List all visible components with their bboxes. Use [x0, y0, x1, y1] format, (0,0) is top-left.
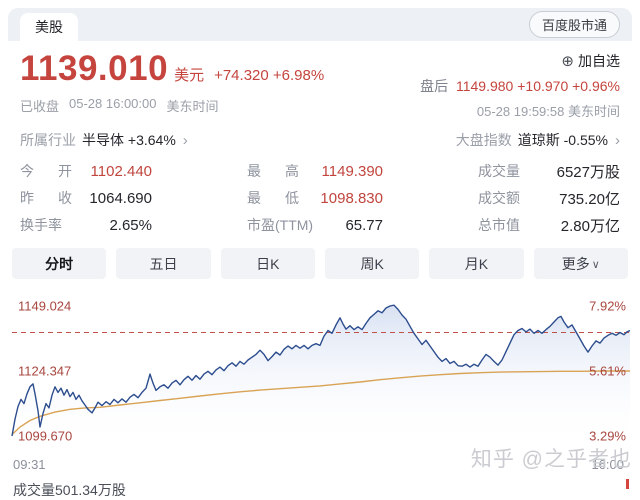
quote-right: ⊕ 加自选 盘后 1149.980 +10.970 +0.96% 05-28 1…	[420, 49, 620, 120]
stat-item: 总市值 2.80万亿	[478, 216, 620, 235]
stat-label: 换手率	[20, 217, 62, 233]
stat-label: 最低	[247, 190, 299, 206]
y-axis-price-label: 1099.670	[18, 428, 73, 444]
stat-item: 最高 1149.390	[247, 162, 383, 180]
sector-index-row: 所属行业 半导体 +3.64% › 大盘指数 道琼斯 -0.55% ›	[0, 120, 640, 150]
stat-value: 1149.390	[321, 162, 383, 180]
stat-item: 今开 1102.440	[20, 162, 152, 180]
currency-label: 美元	[174, 67, 205, 84]
period-tab-更多[interactable]: 更多 ∨	[533, 248, 628, 279]
stat-label: 成交额	[478, 190, 520, 206]
period-tab-label: 月K	[464, 255, 489, 272]
period-tab-周K[interactable]: 周K	[324, 248, 420, 279]
y-axis-percent-label: 7.92%	[589, 298, 626, 314]
stat-column: 最高 1149.390 最低 1098.830 市盈(TTM) 65.77	[247, 162, 383, 234]
quote-left: 1139.010 美元 +74.320 +6.98% 已收盘 05-28 16:…	[20, 49, 324, 120]
period-tab-月K[interactable]: 月K	[429, 248, 524, 279]
stat-label: 总市值	[478, 217, 520, 233]
timezone-label: 美东时间	[166, 99, 219, 114]
industry-label: 所属行业	[20, 132, 76, 148]
industry-link[interactable]: 所属行业 半导体 +3.64% ›	[20, 130, 188, 150]
after-hours-row: 盘后 1149.980 +10.970 +0.96%	[420, 76, 620, 96]
stat-item: 昨收 1064.690	[20, 189, 152, 207]
y-axis-price-label: 1149.024	[18, 298, 72, 314]
stat-value: 6527万股	[556, 163, 620, 181]
industry-value: 半导体 +3.64%	[82, 132, 176, 148]
index-value: 道琼斯 -0.55%	[517, 132, 608, 148]
market-status-row: 已收盘 05-28 16:00:00 美东时间	[20, 96, 324, 115]
tab-us-market[interactable]: 美股	[20, 13, 78, 41]
stat-value: 1102.440	[90, 162, 152, 180]
time-axis-row: 09:31 16:00	[0, 451, 640, 472]
y-axis-percent-label: 5.61%	[589, 363, 626, 379]
period-tab-label: 日K	[256, 255, 280, 272]
stat-column: 成交量 6527万股成交额 735.20亿总市值 2.80万亿	[478, 162, 620, 235]
add-watchlist-label: 加自选	[578, 53, 620, 69]
period-tab-日K[interactable]: 日K	[220, 248, 315, 279]
stat-value: 2.65%	[109, 216, 152, 234]
period-tab-五日[interactable]: 五日	[116, 248, 211, 279]
stat-label: 最高	[247, 163, 299, 179]
chevron-down-icon: ∨	[591, 259, 600, 271]
stat-item: 换手率 2.65%	[20, 216, 152, 234]
stat-item: 最低 1098.830	[247, 189, 383, 207]
volume-row: 成交量501.34万股	[0, 472, 640, 500]
index-label: 大盘指数	[455, 132, 512, 148]
after-hours-label: 盘后	[420, 78, 449, 94]
stat-value: 1098.830	[320, 189, 383, 207]
stat-column: 今开 1102.440 昨收 1064.690 换手率 2.65%	[20, 162, 152, 234]
chevron-right-icon: ›	[615, 131, 620, 149]
stat-label: 成交量	[478, 163, 520, 179]
market-index-link[interactable]: 大盘指数 道琼斯 -0.55% ›	[456, 130, 620, 150]
y-axis-price-label: 1124.347	[18, 363, 72, 379]
minute-chart-svg	[11, 304, 632, 447]
period-tab-label: 更多	[561, 255, 590, 272]
price-change: +74.320 +6.98%	[214, 67, 325, 84]
period-tab-分时[interactable]: 分时	[12, 248, 107, 279]
market-tab-label: 美股	[35, 19, 63, 35]
top-bar: 美股 百度股市通	[8, 8, 632, 41]
chevron-right-icon: ›	[182, 131, 188, 149]
stat-label: 昨收	[20, 190, 72, 206]
volume-text: 成交量501.34万股	[13, 482, 126, 498]
stat-value: 735.20亿	[559, 190, 620, 208]
stat-item: 成交额 735.20亿	[478, 189, 620, 208]
plus-circle-icon: ⊕	[561, 52, 574, 70]
time-end-label: 16:00	[591, 457, 624, 472]
stat-label: 市盈(TTM)	[247, 217, 314, 233]
period-tabs: 分时 五日 日K 周K 月K 更多 ∨	[0, 234, 640, 279]
stats-grid: 今开 1102.440 昨收 1064.690 换手率 2.65% 最高 1149.390 最低…	[0, 150, 640, 235]
stat-value: 65.77	[345, 216, 383, 234]
stat-item: 市盈(TTM) 65.77	[247, 216, 383, 234]
quote-section: 1139.010 美元 +74.320 +6.98% 已收盘 05-28 16:…	[0, 41, 640, 120]
period-tab-label: 分时	[45, 255, 74, 272]
stock-quote-page: 美股 百度股市通 1139.010 美元 +74.320 +6.98% 已收盘 …	[0, 8, 640, 498]
after-hours-time: 05-28 19:59:58	[476, 104, 565, 119]
period-tab-label: 五日	[149, 255, 178, 272]
app-badge-label: 百度股市通	[541, 18, 607, 33]
stat-label: 今开	[20, 163, 72, 179]
stat-value: 1064.690	[89, 189, 152, 207]
app-badge-baidu-gushitong[interactable]: 百度股市通	[528, 11, 620, 38]
period-tab-label: 周K	[360, 255, 384, 272]
y-axis-percent-label: 3.29%	[589, 428, 626, 444]
stat-value: 2.80万亿	[560, 217, 620, 235]
after-hours-time-row: 05-28 19:59:58 美东时间	[477, 101, 620, 120]
time-start-label: 09:31	[13, 457, 46, 472]
minute-chart[interactable]: 1149.024 1124.347 1099.670 7.92% 5.61% 3.29%	[0, 285, 640, 451]
last-price: 1139.010	[20, 49, 169, 88]
price-row: 1139.010 美元 +74.320 +6.98%	[20, 49, 324, 89]
add-watchlist-button[interactable]: ⊕ 加自选	[561, 51, 620, 71]
after-hours-timezone: 美东时间	[567, 104, 620, 119]
after-hours-values: 1149.980 +10.970 +0.96%	[455, 78, 620, 94]
close-time: 05-28 16:00:00	[69, 96, 157, 111]
market-status: 已收盘	[20, 99, 60, 114]
stat-item: 成交量 6527万股	[478, 162, 620, 181]
